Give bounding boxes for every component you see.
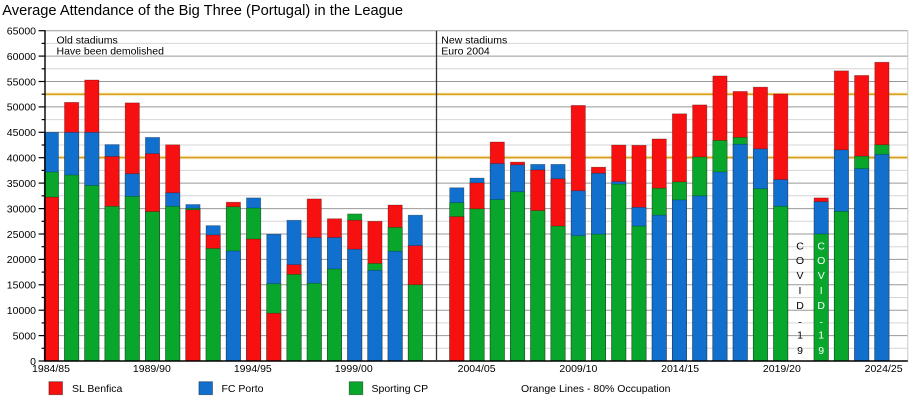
svg-text:1999/00: 1999/00: [335, 363, 373, 375]
svg-text:C: C: [796, 240, 804, 252]
svg-text:D: D: [796, 300, 804, 312]
svg-text:1: 1: [797, 330, 803, 342]
svg-text:9: 9: [818, 345, 824, 357]
svg-text:FC Porto: FC Porto: [222, 383, 264, 395]
svg-text:SL Benfica: SL Benfica: [72, 383, 123, 395]
svg-text:C: C: [817, 240, 825, 252]
svg-text:Sporting CP: Sporting CP: [372, 383, 429, 395]
svg-text:2009/10: 2009/10: [559, 363, 597, 375]
svg-text:20000: 20000: [7, 254, 36, 266]
svg-text:V: V: [818, 270, 825, 282]
svg-text:2024/25: 2024/25: [865, 363, 903, 375]
svg-text:Old stadiums: Old stadiums: [57, 35, 118, 47]
svg-text:V: V: [796, 270, 803, 282]
svg-text:New stadiums: New stadiums: [441, 35, 507, 47]
svg-text:55000: 55000: [7, 76, 36, 88]
svg-text:-: -: [819, 316, 823, 328]
svg-text:I: I: [799, 285, 802, 297]
svg-text:60000: 60000: [7, 51, 36, 63]
svg-text:9: 9: [797, 345, 803, 357]
svg-text:I: I: [820, 285, 823, 297]
svg-text:Euro 2004: Euro 2004: [441, 46, 490, 58]
svg-text:5000: 5000: [13, 330, 37, 342]
svg-text:1989/90: 1989/90: [133, 363, 171, 375]
svg-text:D: D: [817, 300, 825, 312]
svg-text:O: O: [817, 255, 825, 267]
svg-text:45000: 45000: [7, 127, 36, 139]
svg-text:2014/15: 2014/15: [661, 363, 699, 375]
svg-text:O: O: [796, 255, 804, 267]
svg-text:2019/20: 2019/20: [763, 363, 801, 375]
svg-text:25000: 25000: [7, 229, 36, 241]
svg-text:40000: 40000: [7, 153, 36, 165]
svg-text:30000: 30000: [7, 203, 36, 215]
svg-text:-: -: [798, 316, 802, 328]
svg-text:1984/85: 1984/85: [32, 363, 70, 375]
svg-text:Have been demolished: Have been demolished: [57, 46, 165, 58]
svg-text:15000: 15000: [7, 280, 36, 292]
svg-text:Average Attendance of the Big: Average Attendance of the Big Three (Por…: [2, 3, 403, 19]
svg-text:50000: 50000: [7, 102, 36, 114]
svg-text:35000: 35000: [7, 178, 36, 190]
svg-text:0: 0: [30, 356, 36, 368]
svg-text:2004/05: 2004/05: [458, 363, 496, 375]
svg-text:1994/95: 1994/95: [234, 363, 272, 375]
svg-text:Orange Lines - 80% Occupation: Orange Lines - 80% Occupation: [521, 383, 671, 395]
svg-text:10000: 10000: [7, 305, 36, 317]
svg-text:65000: 65000: [7, 26, 36, 38]
svg-text:1: 1: [818, 330, 824, 342]
